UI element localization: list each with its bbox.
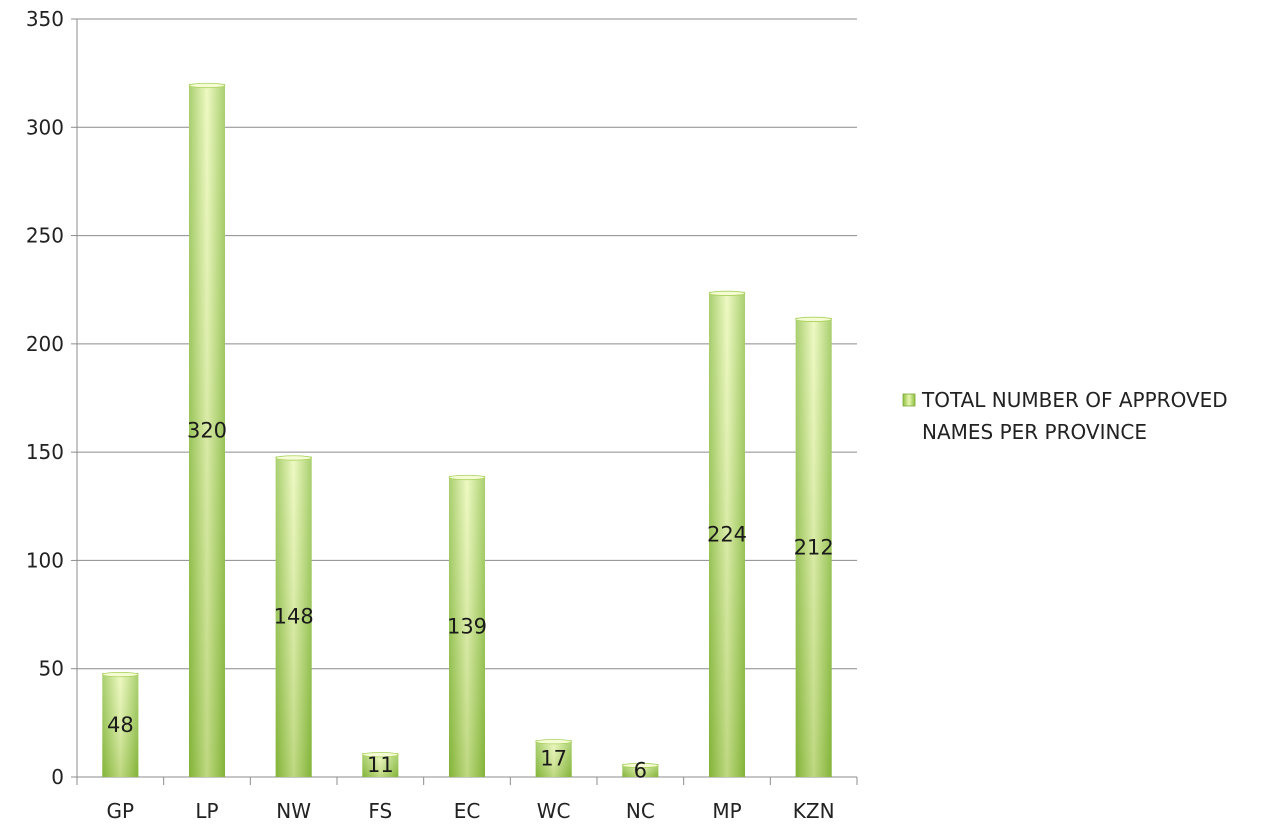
data-label-wc: 17 [540, 747, 567, 771]
data-label-gp: 48 [107, 713, 134, 737]
bar-nw [275, 455, 313, 777]
bar-shade [449, 475, 485, 777]
bar-shade [709, 291, 745, 777]
y-tick-label: 350 [26, 7, 64, 31]
x-tick-label-kzn: KZN [793, 799, 835, 823]
bar-cap [795, 316, 833, 322]
bar-shade [535, 740, 572, 777]
data-label-nw: 148 [274, 605, 314, 629]
data-label-kzn: 212 [794, 535, 834, 559]
y-tick-label: 150 [26, 440, 64, 464]
bar-cap [448, 474, 486, 481]
bar-shade [362, 753, 399, 777]
x-tick-label-nw: NW [276, 799, 311, 823]
bar-shade [102, 673, 139, 777]
bar-wc [535, 739, 573, 777]
y-tick-label: 50 [39, 657, 64, 681]
bar-ec [448, 474, 486, 777]
data-label-fs: 11 [367, 753, 394, 777]
y-axis-tick-labels: 0 50 100 150 200 250 300 350 [26, 7, 64, 789]
legend-swatch [902, 393, 916, 407]
y-tick-label: 100 [26, 548, 64, 572]
x-tick-label-wc: WC [537, 799, 571, 823]
data-label-ec: 139 [447, 614, 487, 638]
x-tick-label-gp: GP [107, 799, 135, 823]
x-tick-label-fs: FS [368, 799, 392, 823]
x-tick-label-nc: NC [626, 799, 655, 823]
bars [101, 82, 833, 777]
y-tick-label: 0 [51, 765, 64, 789]
y-tick-label: 300 [26, 115, 64, 139]
bar-cap [361, 752, 399, 758]
bar-shade [275, 456, 312, 777]
bar-lp [188, 82, 226, 777]
bar-cap [708, 290, 746, 296]
bar-shade [795, 317, 832, 777]
bar-cap [275, 455, 313, 461]
bar-cap [101, 671, 139, 678]
y-tick-label: 250 [26, 224, 64, 248]
bar-fs [361, 752, 399, 777]
legend: TOTAL NUMBER OF APPROVED NAMES PER PROVI… [902, 388, 1228, 444]
bar-mp [708, 290, 746, 777]
bar-kzn [795, 316, 833, 777]
bar-cap [621, 762, 659, 769]
x-tick-label-mp: MP [712, 799, 741, 823]
y-tick-label: 200 [26, 332, 64, 356]
bar-cap [535, 739, 573, 745]
x-tick-label-lp: LP [195, 799, 218, 823]
x-axis-tick-labels: GP LP NW FS EC WC NC MP KZN [107, 799, 835, 823]
data-label-lp: 320 [187, 418, 227, 442]
legend-label-line-2: NAMES PER PROVINCE [922, 420, 1147, 444]
data-label-nc: 6 [634, 759, 647, 783]
bar-shade [189, 83, 225, 777]
bar-nc [621, 762, 659, 777]
data-label-mp: 224 [707, 522, 747, 546]
data-labels: 48 320 148 11 139 17 6 224 212 [107, 418, 834, 782]
x-tick-label-ec: EC [454, 799, 481, 823]
bar-cap [188, 82, 226, 89]
legend-label-line-1: TOTAL NUMBER OF APPROVED [921, 388, 1228, 412]
bar-gp [101, 671, 139, 777]
